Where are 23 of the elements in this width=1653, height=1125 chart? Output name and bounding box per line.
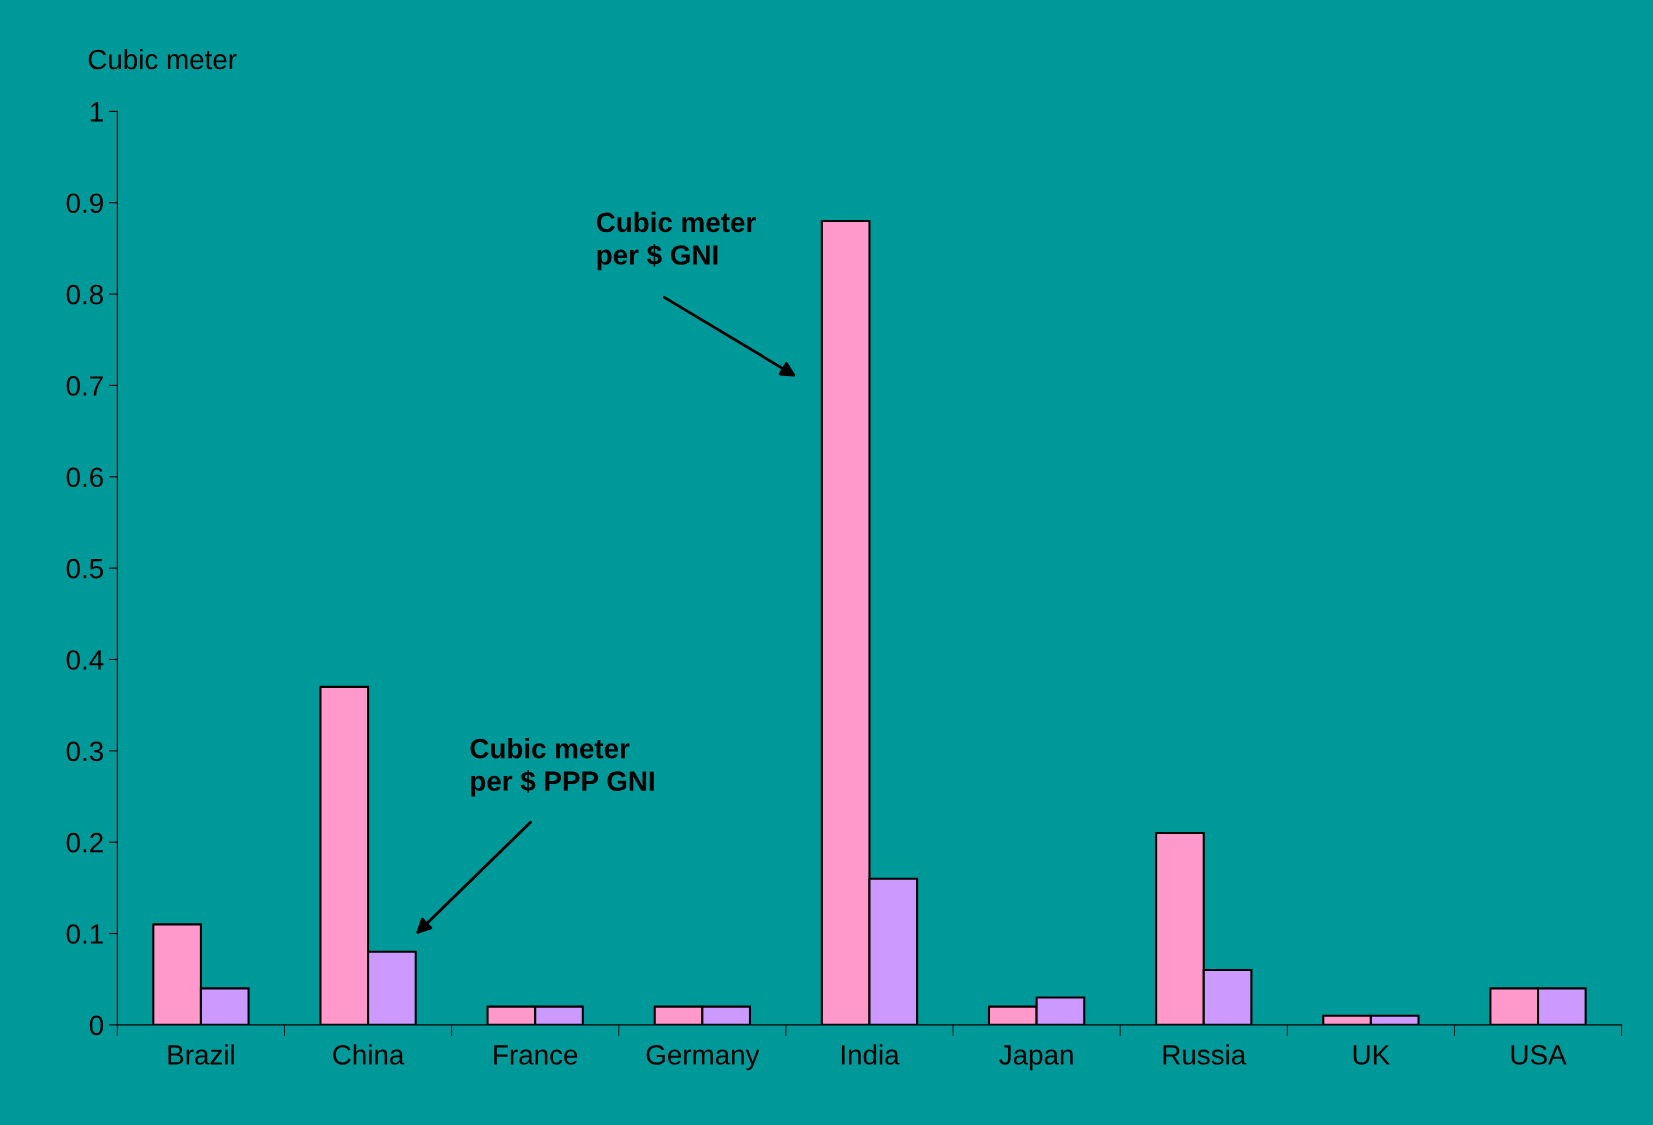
y-tick-label: 0 (89, 1015, 104, 1036)
y-tick-label: 0.7 (66, 376, 103, 396)
y-tick-label: 0.1 (66, 924, 103, 944)
y-tick-label: 0.3 (66, 741, 103, 762)
x-tick-label: Japan (999, 1045, 1073, 1071)
y-axis-title: Cubic meter (88, 48, 237, 70)
x-tick-label: China (333, 1044, 405, 1065)
y-tick-label: 1 (90, 102, 103, 122)
y-tick-label: 0.2 (66, 832, 103, 853)
x-tick-label: Russia (1163, 1044, 1247, 1065)
y-tick-label: 0.9 (66, 193, 103, 214)
annotation: Cubic meter per $ GNI (596, 211, 756, 271)
y-tick-label: 0.5 (66, 558, 104, 579)
y-tick-label: 0.6 (66, 467, 103, 488)
annotation: Cubic meter per $ PPP GNI (470, 738, 654, 797)
x-tick-label: India (841, 1044, 900, 1065)
x-tick-label: UK (1353, 1045, 1390, 1065)
y-tick-label: 0.8 (66, 284, 103, 305)
y-tick-label: 0.4 (66, 650, 104, 670)
x-tick-label: Germany (646, 1045, 760, 1071)
x-tick-label: Brazil (168, 1044, 234, 1065)
x-tick-label: France (494, 1045, 578, 1065)
x-tick-label: USA (1511, 1045, 1567, 1065)
